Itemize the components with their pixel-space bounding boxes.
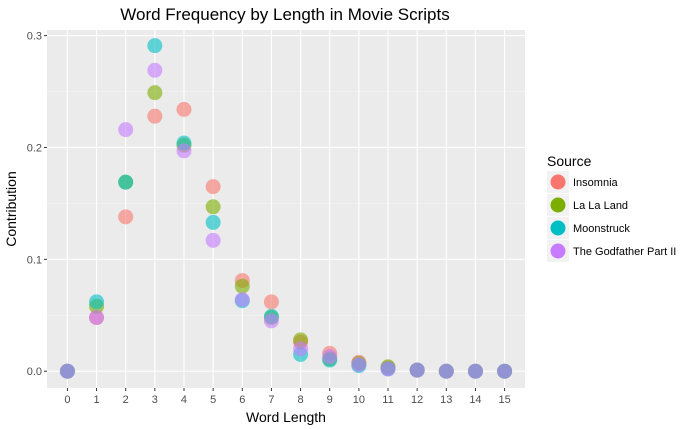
x-tick-label: 1 (93, 394, 99, 406)
y-tick-label: 0.0 (27, 366, 42, 378)
legend-title: Source (547, 153, 592, 169)
data-point-the-godfather-part-ii (438, 363, 454, 379)
plot-panel (47, 30, 525, 388)
data-point-moonstruck (118, 174, 134, 190)
data-point-the-godfather-part-ii (89, 310, 105, 326)
y-tick-label: 0.3 (27, 31, 42, 43)
data-point-moonstruck (147, 38, 163, 54)
data-point-the-godfather-part-ii (467, 363, 483, 379)
data-point-moonstruck (89, 294, 105, 310)
data-point-moonstruck (205, 214, 221, 230)
data-point-the-godfather-part-ii (147, 62, 163, 78)
legend-swatch (550, 243, 566, 259)
legend-label: La La Land (573, 200, 628, 212)
data-point-la-la-land (234, 278, 250, 294)
x-tick-label: 4 (181, 394, 187, 406)
grid-minor (47, 91, 525, 316)
x-tick-label: 9 (327, 394, 333, 406)
y-axis-title: Contribution (3, 171, 19, 247)
legend-label: Insomnia (573, 177, 619, 189)
data-point-the-godfather-part-ii (380, 361, 396, 377)
x-tick-label: 15 (498, 394, 510, 406)
data-point-insomnia (205, 179, 221, 195)
y-axis: 0.0 0.1 0.2 0.3 (27, 31, 47, 378)
legend-label: Moonstruck (573, 223, 630, 235)
data-point-insomnia (147, 108, 163, 124)
legend-label: The Godfather Part II (573, 246, 676, 258)
x-tick-label: 5 (210, 394, 216, 406)
legend-swatch (550, 197, 566, 213)
x-tick-label: 2 (123, 394, 129, 406)
data-point-the-godfather-part-ii (322, 349, 338, 365)
x-tick-label: 7 (268, 394, 274, 406)
data-points (59, 38, 513, 379)
data-point-insomnia (118, 209, 134, 225)
data-point-insomnia (176, 101, 192, 117)
data-point-the-godfather-part-ii (234, 292, 250, 308)
data-point-the-godfather-part-ii (497, 363, 513, 379)
x-tick-label: 11 (382, 394, 393, 406)
legend: Source Insomnia La La Land Moonstruck The G… (547, 153, 676, 262)
y-tick-label: 0.1 (27, 254, 42, 266)
data-point-the-godfather-part-ii (351, 357, 367, 373)
chart-title: Word Frequency by Length in Movie Script… (120, 5, 449, 24)
x-tick-label: 12 (411, 394, 423, 406)
x-axis: 0 1 2 3 4 5 6 7 8 9 10 11 12 13 14 15 (64, 388, 511, 406)
data-point-the-godfather-part-ii (409, 362, 425, 378)
data-point-the-godfather-part-ii (176, 143, 192, 159)
data-point-the-godfather-part-ii (263, 313, 279, 329)
x-tick-label: 0 (64, 394, 70, 406)
x-tick-label: 10 (353, 394, 365, 406)
x-tick-label: 8 (298, 394, 304, 406)
y-tick-label: 0.2 (27, 142, 42, 154)
legend-swatch (550, 220, 566, 236)
data-point-the-godfather-part-ii (59, 363, 75, 379)
x-tick-label: 6 (239, 394, 245, 406)
data-point-la-la-land (147, 85, 163, 101)
data-point-the-godfather-part-ii (293, 341, 309, 357)
x-tick-label: 3 (152, 394, 158, 406)
data-point-the-godfather-part-ii (205, 232, 221, 248)
x-tick-label: 14 (469, 394, 481, 406)
legend-swatch (550, 174, 566, 190)
x-axis-title: Word Length (246, 409, 326, 425)
data-point-la-la-land (205, 199, 221, 215)
data-point-insomnia (263, 294, 279, 310)
x-tick-label: 13 (440, 394, 452, 406)
data-point-the-godfather-part-ii (118, 122, 134, 138)
